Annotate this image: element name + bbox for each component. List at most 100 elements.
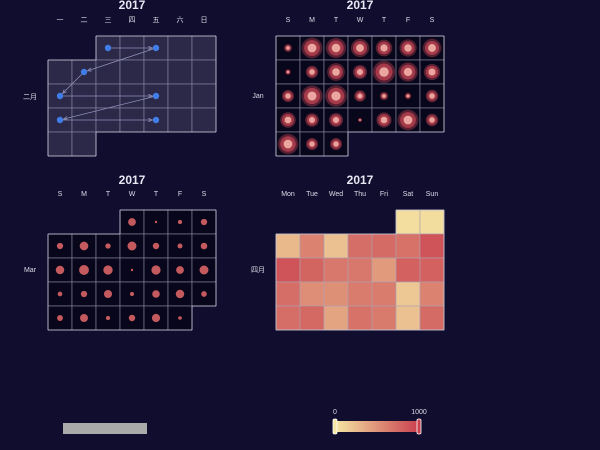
calendar-day-cell[interactable] [167,107,193,133]
heatmap-day-cell[interactable] [347,281,373,307]
heatmap-day-cell[interactable] [299,257,325,283]
calendar-day-cell[interactable] [167,83,193,109]
scatter-point[interactable] [55,265,65,275]
brush-bar[interactable] [63,423,147,434]
effect-scatter-point[interactable] [281,89,295,103]
scatter-point[interactable] [199,265,209,275]
heatmap-day-cell[interactable] [395,257,421,283]
heatmap-day-cell[interactable] [419,305,445,331]
scatter-point[interactable] [178,316,182,320]
scatter-point[interactable] [57,315,63,321]
scatter-point[interactable] [56,242,64,250]
calendar-day-cell[interactable] [191,83,217,109]
heatmap-day-cell[interactable] [323,281,349,307]
heatmap-day-cell[interactable] [299,281,325,307]
calendar-day-cell[interactable] [191,107,217,133]
graph-node[interactable] [152,44,160,52]
scatter-point[interactable] [57,291,63,297]
heatmap-day-cell[interactable] [347,305,373,331]
calendar-day-cell[interactable] [191,59,217,85]
effect-scatter-point[interactable] [329,137,343,151]
effect-scatter-point[interactable] [325,85,347,107]
effect-scatter-point[interactable] [399,39,417,57]
scatter-point[interactable] [80,290,88,298]
scatter-point[interactable] [177,219,183,225]
scatter-point[interactable] [80,314,88,322]
effect-scatter-point[interactable] [327,63,345,81]
heatmap-day-cell[interactable] [419,233,445,259]
scatter-point[interactable] [176,266,184,274]
effect-scatter-point[interactable] [352,64,368,80]
heatmap-day-cell[interactable] [371,281,397,307]
calendar-day-cell[interactable] [47,59,73,85]
effect-scatter-point[interactable] [357,117,363,123]
scatter-point[interactable] [201,291,207,297]
scatter-point[interactable] [200,242,208,250]
effect-scatter-point[interactable] [328,112,344,128]
heatmap-day-cell[interactable] [371,233,397,259]
visual-map-max-handle[interactable] [416,418,422,435]
scatter-point[interactable] [151,313,161,323]
heatmap-day-cell[interactable] [275,281,301,307]
effect-scatter-point[interactable] [277,133,299,155]
scatter-point[interactable] [103,289,113,299]
calendar-day-cell[interactable] [143,59,169,85]
calendar-day-cell[interactable] [47,131,73,157]
scatter-point[interactable] [130,268,134,272]
heatmap-day-cell[interactable] [419,257,445,283]
heatmap-day-cell[interactable] [323,233,349,259]
heatmap-day-cell[interactable] [395,209,421,235]
effect-scatter-point[interactable] [404,92,412,100]
effect-scatter-point[interactable] [376,112,392,128]
calendar-day-cell[interactable] [119,59,145,85]
heatmap-day-cell[interactable] [323,257,349,283]
scatter-point[interactable] [105,243,111,249]
graph-node[interactable] [152,92,160,100]
heatmap-day-cell[interactable] [275,233,301,259]
scatter-point[interactable] [79,265,89,275]
effect-scatter-point[interactable] [398,62,418,82]
scatter-point[interactable] [175,289,185,299]
effect-scatter-point[interactable] [375,39,393,57]
graph-node[interactable] [104,44,112,52]
calendar-day-cell[interactable] [167,59,193,85]
effect-scatter-point[interactable] [301,85,323,107]
scatter-point[interactable] [177,243,183,249]
effect-scatter-point[interactable] [305,137,319,151]
effect-scatter-point[interactable] [280,112,296,128]
scatter-point[interactable] [79,241,89,251]
scatter-point[interactable] [154,220,158,224]
scatter-point[interactable] [128,314,136,322]
calendar-day-cell[interactable] [167,35,193,61]
heatmap-day-cell[interactable] [395,233,421,259]
visual-map-min-handle[interactable] [332,418,338,435]
effect-scatter-point[interactable] [379,91,389,101]
scatter-point[interactable] [151,265,161,275]
heatmap-day-cell[interactable] [299,233,325,259]
graph-node[interactable] [152,116,160,124]
heatmap-day-cell[interactable] [371,305,397,331]
scatter-point[interactable] [129,291,135,297]
effect-scatter-point[interactable] [301,37,323,59]
effect-scatter-point[interactable] [354,90,366,102]
heatmap-day-cell[interactable] [323,305,349,331]
effect-scatter-point[interactable] [283,43,293,53]
effect-scatter-point[interactable] [423,63,441,81]
effect-scatter-point[interactable] [285,69,291,75]
effect-scatter-point[interactable] [350,38,370,58]
graph-node[interactable] [80,68,88,76]
scatter-point[interactable] [103,265,113,275]
heatmap-day-cell[interactable] [371,257,397,283]
effect-scatter-point[interactable] [397,109,419,131]
scatter-point[interactable] [105,315,111,321]
effect-scatter-point[interactable] [372,60,396,84]
heatmap-day-cell[interactable] [395,305,421,331]
heatmap-day-cell[interactable] [275,257,301,283]
effect-scatter-point[interactable] [305,113,319,127]
graph-node[interactable] [56,116,64,124]
effect-scatter-point[interactable] [305,65,319,79]
effect-scatter-point[interactable] [425,113,439,127]
visual-map-legend[interactable]: 0 1000 [332,409,427,435]
scatter-point[interactable] [152,290,160,298]
graph-node[interactable] [56,92,64,100]
